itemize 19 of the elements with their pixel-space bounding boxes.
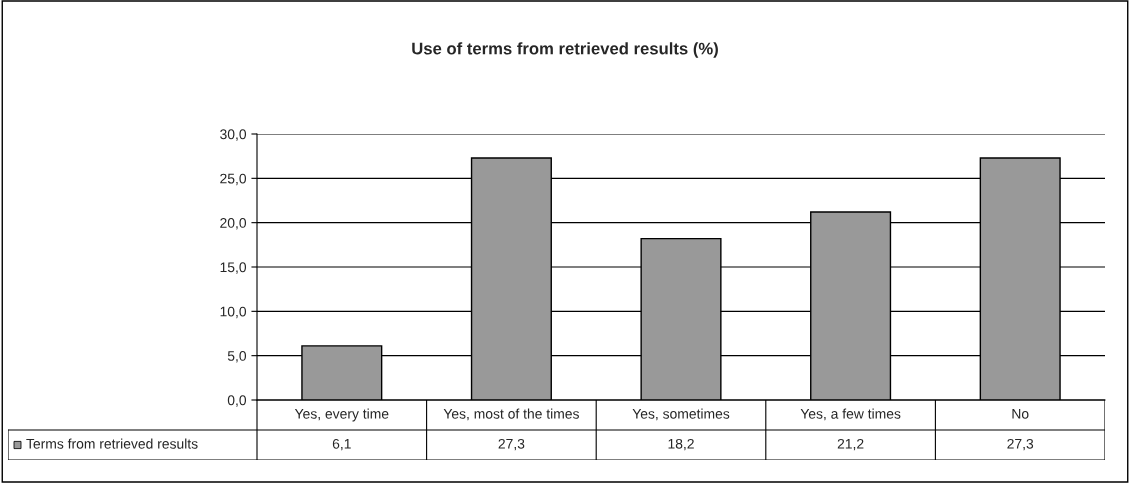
x-tick-label: Yes, every time — [294, 408, 389, 422]
y-tick-label: 5,0 — [227, 351, 247, 363]
y-tick-label: 30,0 — [220, 129, 247, 141]
y-tick-label: 0,0 — [227, 395, 247, 407]
x-tick-label: Yes, a few times — [800, 408, 901, 421]
chart-title: Use of terms from retrieved results (%) — [412, 42, 718, 58]
x-tick-label: No — [1012, 409, 1029, 419]
data-label: 18,2 — [668, 438, 694, 451]
legend-label: Terms from retrieved results — [26, 438, 198, 449]
x-tick-label: Yes, sometimes — [632, 408, 730, 421]
y-tick-label: 15,0 — [220, 262, 247, 274]
y-tick-label: 25,0 — [220, 173, 247, 186]
data-label: 21,2 — [837, 438, 864, 451]
y-tick-label: 20,0 — [220, 218, 247, 230]
data-label: 27,3 — [498, 438, 525, 451]
data-label: 6,1 — [332, 438, 351, 451]
y-tick-label: 10,0 — [220, 306, 247, 319]
x-tick-label: Yes, most of the times — [443, 408, 579, 421]
data-label: 27,3 — [1007, 438, 1034, 451]
